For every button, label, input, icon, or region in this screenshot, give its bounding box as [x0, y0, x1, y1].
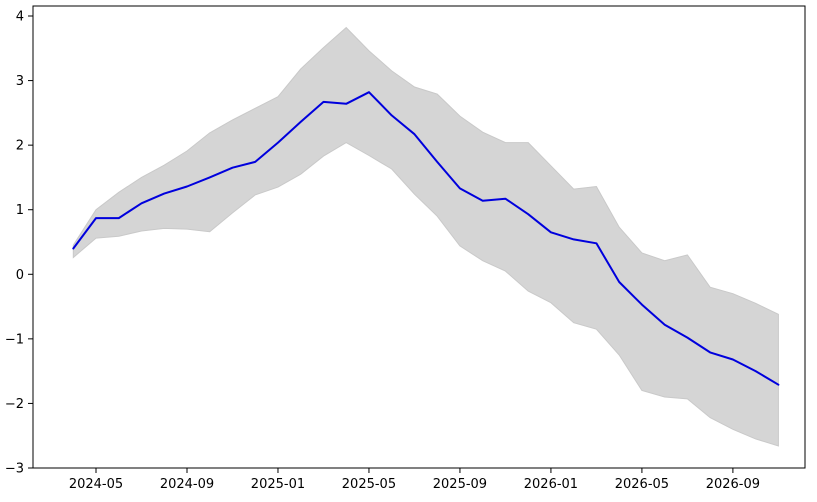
- x-tick-label: 2025-05: [342, 477, 396, 492]
- x-tick-label: 2026-01: [524, 477, 578, 492]
- forecast-line: [72, 91, 780, 386]
- x-tick-label: 2026-09: [706, 477, 760, 492]
- y-tick-label: −1: [5, 332, 24, 347]
- axes-spines: [32, 5, 806, 469]
- confidence-band: [72, 26, 779, 447]
- y-tick-label: 3: [16, 74, 24, 89]
- y-tick-label: 0: [16, 268, 24, 283]
- x-tick-label: 2024-05: [69, 477, 123, 492]
- x-tick-label: 2025-09: [433, 477, 487, 492]
- y-tick-label: 1: [16, 203, 24, 218]
- x-tick-label: 2024-09: [160, 477, 214, 492]
- y-tick-label: −2: [5, 397, 24, 412]
- x-tick-label: 2026-05: [615, 477, 669, 492]
- x-tick-label: 2025-01: [251, 477, 305, 492]
- y-tick-label: 2: [16, 139, 24, 154]
- y-tick-label: 4: [16, 10, 24, 25]
- y-tick-label: −3: [5, 462, 24, 477]
